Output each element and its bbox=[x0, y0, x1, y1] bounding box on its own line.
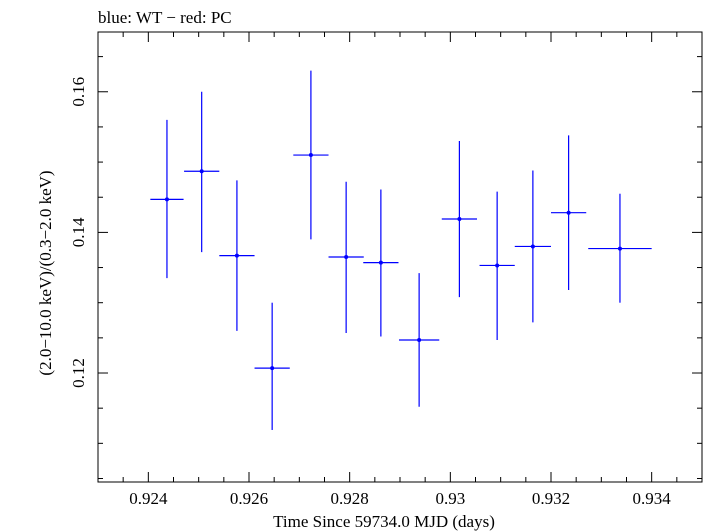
data-point bbox=[551, 135, 587, 291]
x-tick-label: 0.93 bbox=[435, 489, 465, 508]
data-marker bbox=[378, 260, 383, 265]
data-point bbox=[293, 70, 329, 240]
x-axis-label: Time Since 59734.0 MJD (days) bbox=[273, 512, 495, 531]
y-tick-label: 0.14 bbox=[69, 217, 88, 247]
data-marker bbox=[457, 217, 462, 222]
data-marker bbox=[270, 366, 275, 371]
data-point bbox=[441, 140, 478, 298]
data-marker bbox=[566, 210, 571, 215]
y-tick-label: 0.16 bbox=[69, 77, 88, 107]
plot-frame bbox=[97, 31, 703, 483]
y-tick-label: 0.12 bbox=[69, 358, 88, 388]
x-tick-label: 0.926 bbox=[230, 489, 268, 508]
x-tick-label: 0.928 bbox=[331, 489, 369, 508]
y-axis-ticks: 0.12 0.14 0.16 bbox=[69, 56, 702, 479]
data-marker bbox=[344, 255, 349, 259]
x-axis-ticks: 0.924 0.926 0.928 0.93 0.932 0.934 bbox=[97, 32, 703, 508]
data-point bbox=[363, 189, 399, 337]
y-axis-label: (2.0−10.0 keV)/(0.3−2.0 keV) bbox=[36, 170, 55, 375]
x-tick-label: 0.934 bbox=[633, 489, 672, 508]
data-marker bbox=[495, 263, 500, 268]
x-tick-label: 0.924 bbox=[129, 489, 168, 508]
data-point bbox=[150, 119, 184, 279]
data-point bbox=[328, 181, 364, 333]
x-tick-label: 0.932 bbox=[532, 489, 570, 508]
data-marker bbox=[308, 153, 313, 158]
data-point bbox=[588, 193, 652, 303]
data-marker bbox=[234, 253, 239, 258]
data-marker bbox=[530, 244, 535, 249]
data-point bbox=[184, 91, 220, 253]
chart-title: blue: WT − red: PC bbox=[98, 8, 232, 27]
data-layer bbox=[150, 70, 652, 430]
data-marker bbox=[617, 246, 622, 251]
data-marker bbox=[199, 169, 204, 174]
data-marker bbox=[417, 337, 422, 342]
data-point bbox=[514, 170, 551, 323]
data-marker bbox=[164, 197, 169, 202]
data-point bbox=[398, 273, 440, 407]
data-point bbox=[479, 191, 515, 340]
data-point bbox=[254, 302, 290, 430]
data-point bbox=[219, 180, 255, 331]
